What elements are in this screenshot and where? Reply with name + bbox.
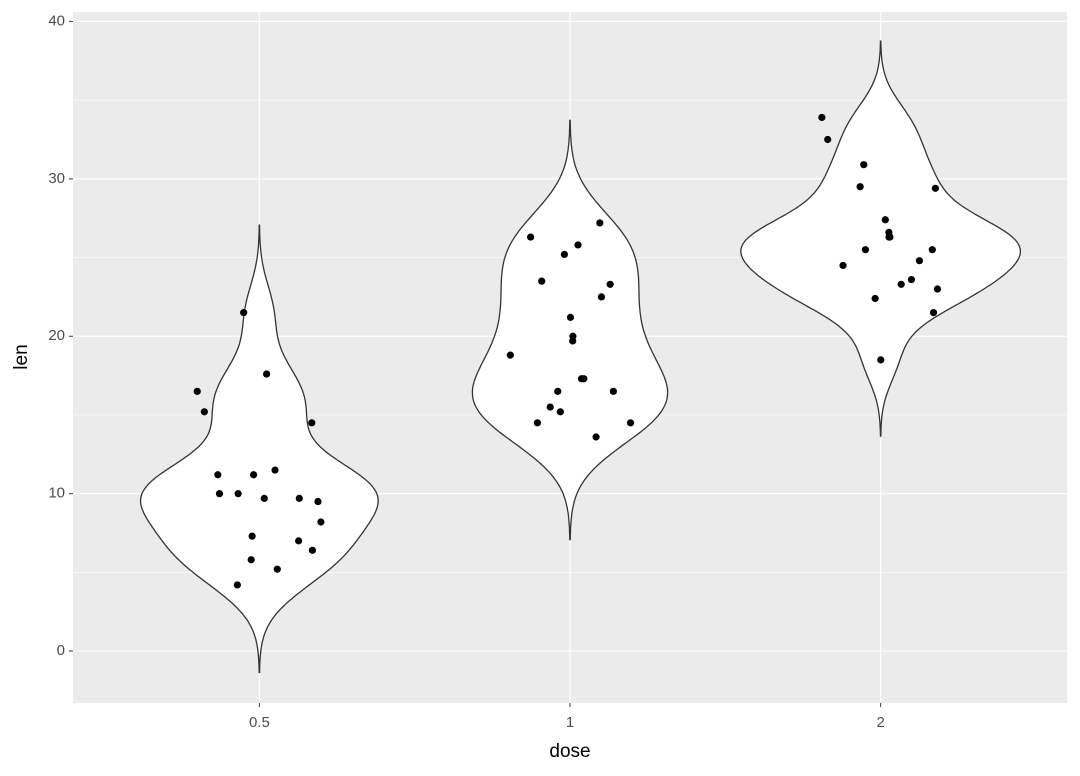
point [317, 518, 325, 526]
point [234, 490, 242, 498]
y-tick-label: 10 [48, 485, 65, 502]
point [839, 261, 847, 270]
point [606, 280, 614, 288]
point [597, 293, 606, 301]
point [569, 337, 577, 345]
point [897, 280, 905, 288]
point [273, 565, 281, 573]
point [609, 387, 617, 395]
point [554, 387, 562, 395]
point [881, 216, 889, 224]
point [546, 403, 554, 411]
point [871, 294, 879, 303]
point [592, 433, 600, 441]
point [860, 161, 868, 169]
point [877, 356, 885, 364]
y-tick-label: 0 [57, 642, 65, 659]
point [915, 257, 924, 265]
y-tick-label: 20 [48, 327, 65, 344]
point [556, 408, 564, 416]
point [885, 233, 893, 241]
violin [740, 40, 1022, 437]
point [295, 537, 303, 545]
point [626, 419, 635, 427]
point [566, 313, 575, 321]
x-tick-label: 0.5 [249, 714, 270, 731]
point [928, 246, 936, 254]
point [248, 532, 256, 540]
y-axis-title: len [11, 344, 32, 369]
point [271, 466, 279, 474]
point [263, 370, 271, 378]
point [560, 250, 568, 259]
point [824, 135, 832, 144]
point [249, 471, 258, 479]
point [856, 183, 864, 191]
point [260, 494, 268, 502]
point [907, 275, 916, 284]
y-tick-label: 40 [48, 12, 65, 29]
x-tick-label: 2 [876, 714, 884, 731]
point [314, 497, 322, 506]
point [295, 494, 303, 502]
violin [471, 119, 669, 541]
point [215, 490, 224, 498]
point [861, 246, 870, 254]
point [308, 546, 317, 554]
point [931, 184, 939, 192]
violin [139, 224, 379, 674]
point [240, 309, 248, 317]
y-tick-label: 30 [48, 170, 65, 187]
point [580, 375, 588, 383]
point [214, 471, 222, 479]
point [533, 419, 542, 427]
point [247, 556, 255, 564]
point [308, 419, 316, 427]
point [538, 277, 546, 285]
point [233, 581, 241, 589]
point [506, 351, 514, 359]
point [596, 219, 604, 227]
point [818, 113, 826, 122]
point [200, 408, 208, 416]
x-axis-title: dose [549, 741, 590, 762]
point [933, 285, 942, 293]
point [929, 309, 938, 317]
point [574, 241, 582, 249]
point [193, 387, 201, 395]
point [527, 233, 535, 241]
x-tick-label: 1 [566, 714, 574, 731]
